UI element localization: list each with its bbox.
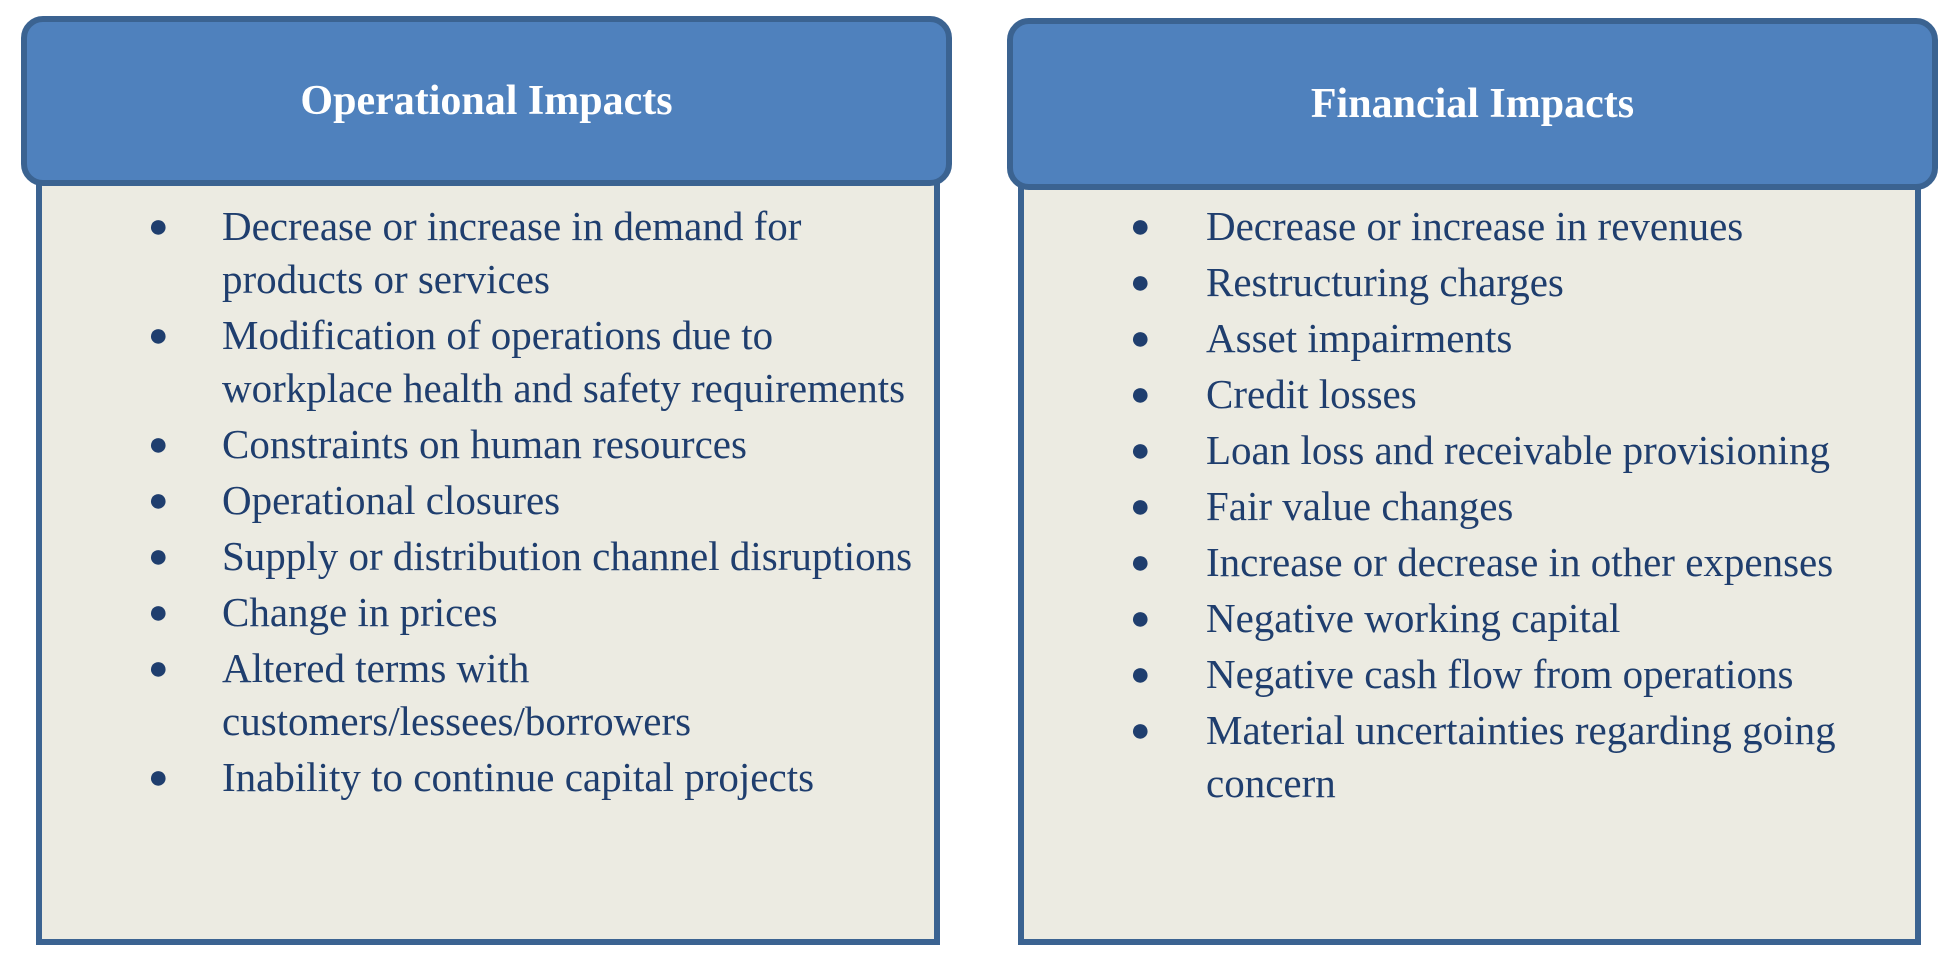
list-item-text: Restructuring charges (1206, 259, 1564, 305)
list-item: ● Decrease or increase in revenues (1024, 200, 1915, 253)
list-item: ● Altered terms with customers/lessees/bo… (42, 642, 934, 748)
list-item-text: Constraints on human resources (222, 421, 747, 467)
list-item-text: Material uncertainties regarding going c… (1206, 707, 1836, 806)
bullet-icon: ● (1130, 600, 1151, 637)
bullet-icon: ● (148, 482, 169, 519)
bullet-icon: ● (148, 759, 169, 796)
operational-impacts-header: Operational Impacts (21, 16, 952, 186)
list-item: ● Change in prices (42, 586, 934, 639)
bullet-icon: ● (148, 594, 169, 631)
list-item-text: Negative cash flow from operations (1206, 651, 1794, 697)
list-item: ● Increase or decrease in other expenses (1024, 536, 1915, 589)
bullet-icon: ● (1130, 656, 1151, 693)
bullet-icon: ● (148, 317, 169, 354)
list-item-text: Modification of operations due to workpl… (222, 312, 906, 411)
list-item: ● Modification of operations due to workp… (42, 309, 934, 415)
bullet-icon: ● (148, 426, 169, 463)
list-item-text: Decrease or increase in revenues (1206, 203, 1744, 249)
bullet-icon: ● (1130, 320, 1151, 357)
list-item: ● Inability to continue capital projects (42, 751, 934, 804)
list-item: ● Operational closures (42, 474, 934, 527)
operational-impacts-list: ● Decrease or increase in demand for prod… (42, 200, 934, 807)
list-item-text: Increase or decrease in other expenses (1206, 539, 1834, 585)
bullet-icon: ● (148, 208, 169, 245)
operational-impacts-body: ● Decrease or increase in demand for prod… (36, 150, 940, 945)
list-item: ● Loan loss and receivable provisioning (1024, 424, 1915, 477)
list-item-text: Asset impairments (1206, 315, 1513, 361)
list-item: ● Negative working capital (1024, 592, 1915, 645)
list-item: ● Negative cash flow from operations (1024, 648, 1915, 701)
list-item: ● Decrease or increase in demand for prod… (42, 200, 934, 306)
list-item-text: Operational closures (222, 477, 561, 523)
financial-impacts-header: Financial Impacts (1007, 18, 1938, 190)
operational-impacts-title: Operational Impacts (300, 78, 673, 124)
list-item-text: Credit losses (1206, 371, 1417, 417)
bullet-icon: ● (148, 650, 169, 687)
list-item-text: Fair value changes (1206, 483, 1514, 529)
financial-impacts-body: ● Decrease or increase in revenues ● Restr… (1018, 150, 1921, 945)
list-item-text: Decrease or increase in demand for produ… (222, 203, 802, 302)
financial-impacts-title: Financial Impacts (1310, 81, 1635, 127)
bullet-icon: ● (148, 538, 169, 575)
financial-impacts-list: ● Decrease or increase in revenues ● Restr… (1024, 200, 1915, 813)
bullet-icon: ● (1130, 712, 1151, 749)
bullet-icon: ● (1130, 488, 1151, 525)
list-item-text: Inability to continue capital projects (222, 754, 815, 800)
bullet-icon: ● (1130, 208, 1151, 245)
list-item-text: Negative working capital (1206, 595, 1621, 641)
bullet-icon: ● (1130, 432, 1151, 469)
list-item: ● Constraints on human resources (42, 418, 934, 471)
list-item-text: Altered terms with customers/lessees/bor… (222, 645, 692, 744)
list-item: ● Supply or distribution channel disrupti… (42, 530, 934, 583)
list-item: ● Credit losses (1024, 368, 1915, 421)
bullet-icon: ● (1130, 376, 1151, 413)
list-item: ● Restructuring charges (1024, 256, 1915, 309)
list-item: ● Material uncertainties regarding going … (1024, 704, 1915, 810)
list-item: ● Fair value changes (1024, 480, 1915, 533)
list-item-text: Supply or distribution channel disruptio… (222, 533, 913, 579)
list-item-text: Loan loss and receivable provisioning (1206, 427, 1830, 473)
bullet-icon: ● (1130, 544, 1151, 581)
list-item-text: Change in prices (222, 589, 498, 635)
bullet-icon: ● (1130, 264, 1151, 301)
list-item: ● Asset impairments (1024, 312, 1915, 365)
